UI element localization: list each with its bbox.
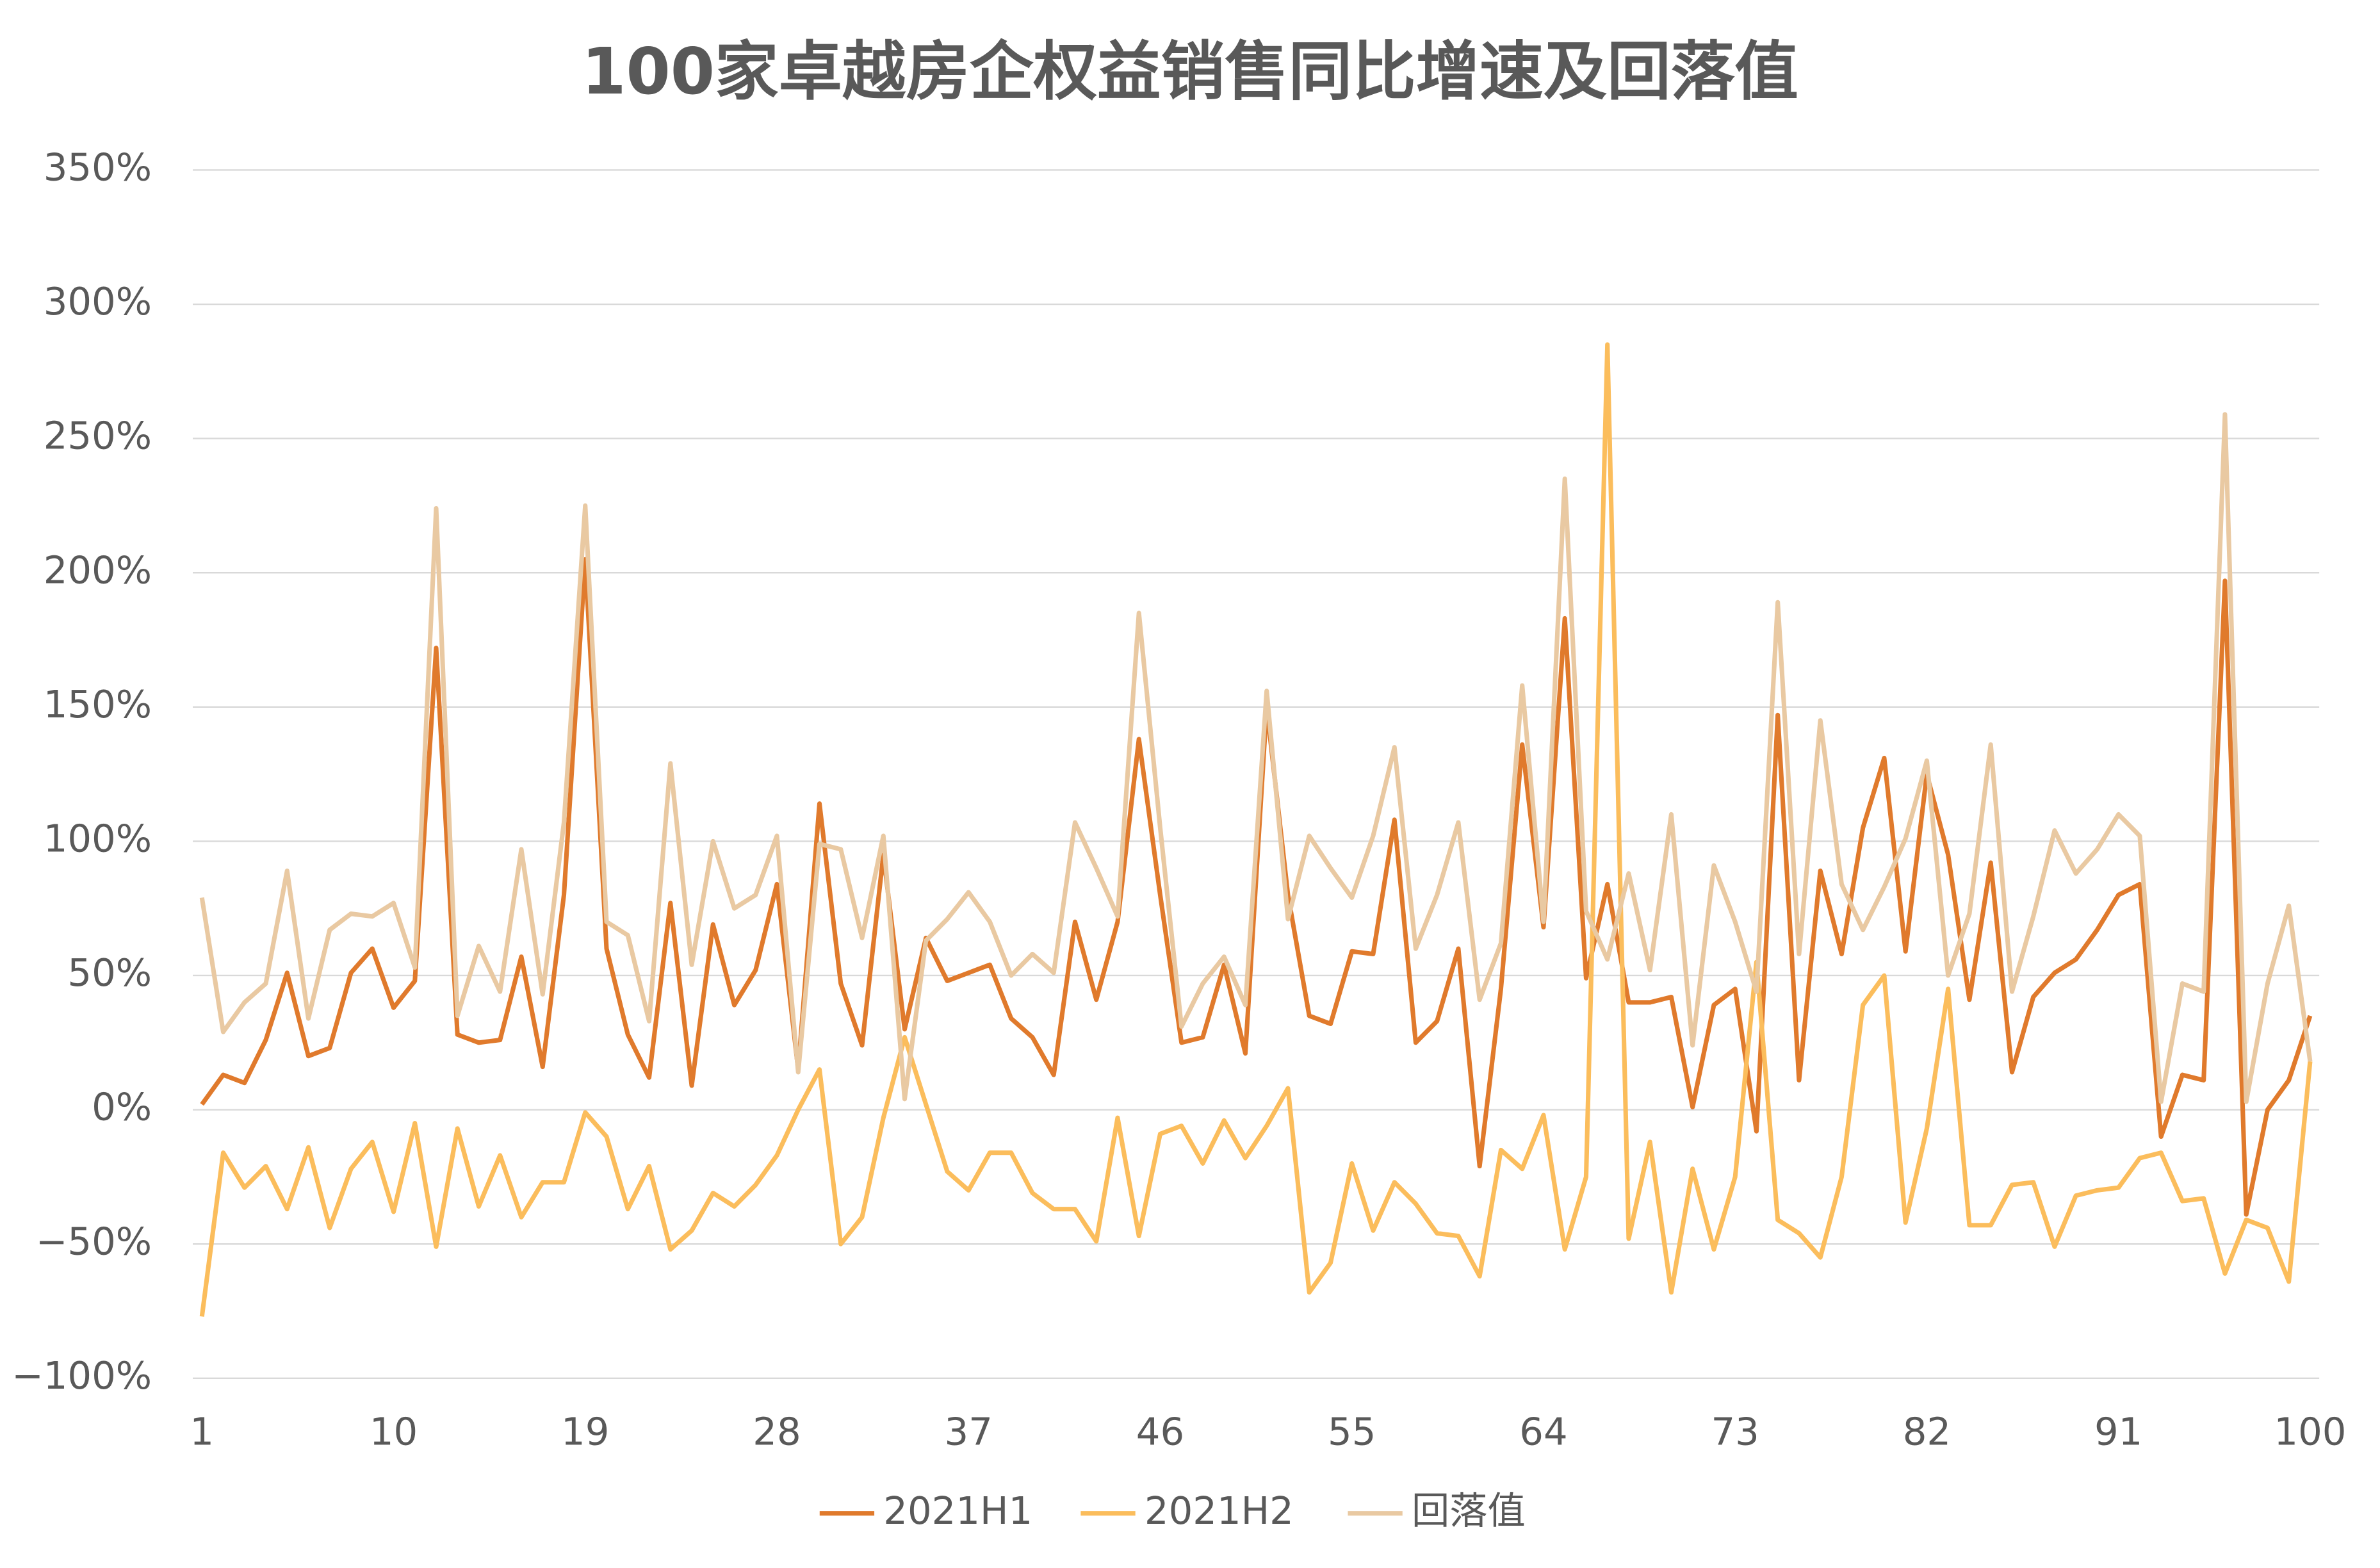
y-tick-label: 200% [44,548,152,592]
y-tick-label: 350% [44,145,152,190]
x-tick-label: 82 [1903,1410,1951,1454]
y-tick-label: 250% [44,414,152,458]
x-tick-label: 73 [1711,1410,1759,1454]
legend-label: 2021H2 [1145,1489,1294,1533]
x-tick-label: 55 [1328,1410,1376,1454]
series-line [199,342,2313,1317]
series-line [199,412,2313,1104]
x-tick-label: 37 [945,1410,993,1454]
y-tick-label: 300% [44,279,152,323]
x-tick-label: 100 [2274,1410,2346,1454]
x-tick-label: 19 [561,1410,609,1454]
y-tick-label: 150% [44,682,152,726]
x-tick-label: 91 [2094,1410,2142,1454]
series-line [200,557,2313,1217]
y-tick-label: 50% [67,951,152,995]
chart-title: 100家卓越房企权益销售同比增速及回落值 [582,35,1798,109]
y-tick-label: −50% [36,1219,152,1263]
x-tick-label: 28 [753,1410,801,1454]
x-tick-label: 10 [370,1410,418,1454]
y-tick-label: 0% [92,1085,152,1129]
x-tick-label: 1 [190,1410,214,1454]
legend-label: 回落值 [1412,1489,1526,1533]
x-tick-label: 46 [1136,1410,1184,1454]
y-tick-label: −100% [12,1353,152,1398]
y-tick-label: 100% [44,817,152,861]
legend-label: 2021H1 [883,1489,1032,1533]
x-tick-label: 64 [1519,1410,1567,1454]
